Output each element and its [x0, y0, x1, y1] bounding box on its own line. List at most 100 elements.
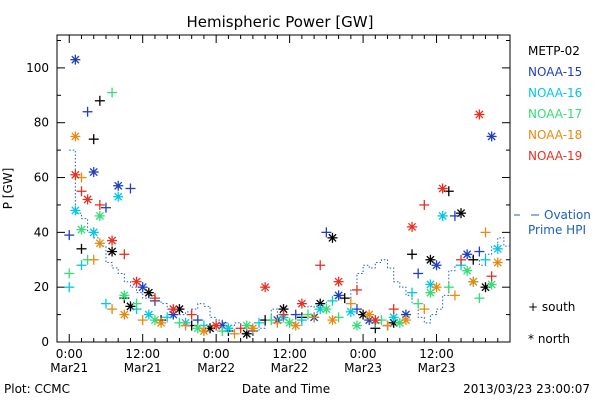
- marker-stroke: [291, 321, 300, 330]
- data-point: [315, 260, 326, 271]
- data-point: [351, 320, 362, 331]
- marker-stroke: [108, 236, 117, 245]
- marker-stroke: [83, 195, 92, 204]
- data-point: [388, 304, 399, 315]
- data-point: [382, 320, 393, 331]
- x-tick-time-label: 12:00: [419, 347, 454, 361]
- marker-stroke: [71, 170, 80, 179]
- data-point: [131, 276, 142, 287]
- marker-stroke: [426, 280, 435, 289]
- x-tick-date-label: Mar23: [418, 361, 456, 375]
- data-point: [247, 323, 258, 334]
- data-point: [82, 194, 93, 205]
- ovation-legend-label: Ovation: [544, 208, 591, 222]
- data-point: [137, 315, 148, 326]
- data-point: [162, 312, 173, 323]
- data-point: [443, 282, 454, 293]
- legend-entry: NOAA-16: [528, 86, 582, 100]
- data-point: [64, 230, 75, 241]
- data-point: [480, 227, 491, 238]
- legend: METP-02 NOAA-15 NOAA-16 NOAA-17 NOAA-18 NOAA-…: [514, 44, 591, 346]
- data-point: [302, 309, 313, 320]
- data-point: [407, 287, 418, 298]
- data-point: [419, 304, 430, 315]
- plot-border: [56, 34, 511, 343]
- plot-frame: [56, 34, 511, 343]
- data-point: [437, 210, 448, 221]
- marker-stroke: [248, 324, 257, 333]
- x-tick-date-label: Mar21: [124, 361, 162, 375]
- marker-stroke: [438, 211, 447, 220]
- legend-entry: NOAA-15: [528, 65, 582, 79]
- data-point: [107, 235, 118, 246]
- data-point: [474, 109, 485, 120]
- marker-stroke: [193, 324, 202, 333]
- data-point: [266, 315, 277, 326]
- marker-stroke: [71, 55, 80, 64]
- data-point: [456, 254, 467, 265]
- data-point: [327, 295, 338, 306]
- data-point: [327, 315, 338, 326]
- marker-stroke: [144, 288, 153, 297]
- data-point: [449, 290, 460, 301]
- marker-stroke: [493, 244, 502, 253]
- data-point: [413, 298, 424, 309]
- data-point: [113, 191, 124, 202]
- data-point: [468, 254, 479, 265]
- marker-stroke: [469, 277, 478, 286]
- x-tick-time-label: 12:00: [272, 347, 307, 361]
- x-tick-date-label: Mar22: [197, 361, 235, 375]
- data-point: [229, 328, 240, 339]
- data-point: [76, 243, 87, 254]
- marker-stroke: [346, 307, 355, 316]
- data-point: [327, 232, 338, 243]
- data-point: [468, 276, 479, 287]
- data-point: [211, 320, 222, 331]
- marker-stroke: [438, 184, 447, 193]
- marker-stroke: [487, 132, 496, 141]
- data-point: [64, 282, 75, 293]
- marker-stroke: [371, 316, 380, 325]
- data-point: [431, 260, 442, 271]
- data-point: [486, 131, 497, 142]
- data-point: [94, 210, 105, 221]
- data-point: [345, 298, 356, 309]
- data-point: [321, 227, 332, 238]
- data-point: [113, 180, 124, 191]
- data-point: [125, 183, 136, 194]
- data-point: [235, 323, 246, 334]
- data-point: [333, 276, 344, 287]
- marker-stroke: [212, 321, 221, 330]
- marker-stroke: [71, 132, 80, 141]
- data-point: [94, 95, 105, 106]
- data-point: [437, 183, 448, 194]
- marker-legend-entry: * north: [528, 332, 570, 346]
- data-point: [217, 326, 228, 337]
- data-point: [431, 282, 442, 293]
- data-point: [419, 199, 430, 210]
- x-tick-date-label: Mar23: [344, 361, 382, 375]
- marker-stroke: [120, 291, 129, 300]
- data-point: [168, 304, 179, 315]
- marker-stroke: [77, 225, 86, 234]
- chart-title: Hemispheric Power [GW]: [187, 13, 374, 31]
- data-point: [296, 315, 307, 326]
- x-tick-time-label: 12:00: [125, 347, 160, 361]
- marker-stroke: [138, 283, 147, 292]
- y-tick-label: 80: [34, 116, 49, 130]
- marker-stroke: [89, 167, 98, 177]
- legend-entry: METP-02: [528, 44, 580, 58]
- y-tick-label: 0: [41, 335, 49, 349]
- data-point: [119, 309, 130, 320]
- data-point: [474, 246, 485, 257]
- data-point: [70, 169, 81, 180]
- plot-credit: Plot: CCMC: [4, 382, 70, 396]
- data-point: [119, 290, 130, 301]
- marker-stroke: [285, 318, 294, 327]
- data-point: [76, 186, 87, 197]
- data-point: [131, 298, 142, 309]
- marker-stroke: [401, 316, 410, 325]
- marker-stroke: [463, 250, 472, 259]
- y-axis-label: P [GW]: [1, 168, 15, 210]
- x-tick-time-label: 0:00: [56, 347, 83, 361]
